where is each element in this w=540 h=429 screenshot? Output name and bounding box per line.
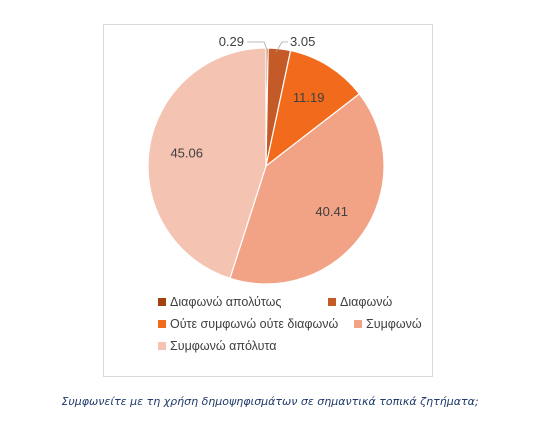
legend-label-disagree: Διαφωνώ: [340, 295, 393, 309]
chart-area: 0.29 3.05 11.19 40.41 45.06 Διαφωνώ απολύτως…: [103, 24, 433, 377]
legend: Διαφωνώ απολύτως Διαφωνώ Ούτε συμφωνώ ού…: [158, 291, 428, 357]
legend-item-disagree: Διαφωνώ: [328, 295, 392, 309]
legend-swatch-neutral: [158, 320, 166, 328]
data-label-neutral: 11.19: [293, 90, 325, 105]
leader-line-disagree: [275, 41, 288, 53]
leader-line-strongly-disagree: [247, 41, 268, 51]
legend-swatch-strongly-agree: [158, 342, 166, 350]
legend-row-3: Συμφωνώ απόλυτα: [158, 335, 428, 357]
legend-row-1: Διαφωνώ απολύτως Διαφωνώ: [158, 291, 428, 313]
legend-item-neutral: Ούτε συμφωνώ ούτε διαφωνώ: [158, 317, 352, 331]
data-label-strongly-agree: 45.06: [170, 146, 203, 161]
pie-slice-neutral: [265, 49, 361, 168]
legend-label-strongly-agree: Συμφωνώ απόλυτα: [170, 339, 277, 353]
legend-label-agree: Συμφωνώ: [366, 317, 422, 331]
data-label-strongly-disagree: 0.29: [219, 34, 244, 49]
pie-slice-agree: [229, 93, 385, 285]
pie-chart: 0.29 3.05 11.19 40.41 45.06: [147, 34, 385, 285]
legend-item-agree: Συμφωνώ: [354, 317, 422, 331]
data-label-agree: 40.41: [315, 204, 348, 219]
legend-item-strongly-agree: Συμφωνώ απόλυτα: [158, 339, 276, 353]
chart-caption: Συμφωνείτε με τη χρήση δημοψηφισμάτων σε…: [61, 395, 479, 408]
legend-label-neutral: Ούτε συμφωνώ ούτε διαφωνώ: [170, 317, 339, 331]
legend-row-2: Ούτε συμφωνώ ούτε διαφωνώ Συμφωνώ: [158, 313, 428, 335]
legend-swatch-disagree: [328, 298, 336, 306]
legend-item-strongly-disagree: Διαφωνώ απολύτως: [158, 295, 318, 309]
data-label-disagree: 3.05: [290, 34, 315, 49]
legend-swatch-agree: [354, 320, 362, 328]
legend-swatch-strongly-disagree: [158, 298, 166, 306]
pie-slice-strongly-agree: [147, 47, 267, 280]
legend-label-strongly-disagree: Διαφωνώ απολύτως: [170, 295, 282, 309]
